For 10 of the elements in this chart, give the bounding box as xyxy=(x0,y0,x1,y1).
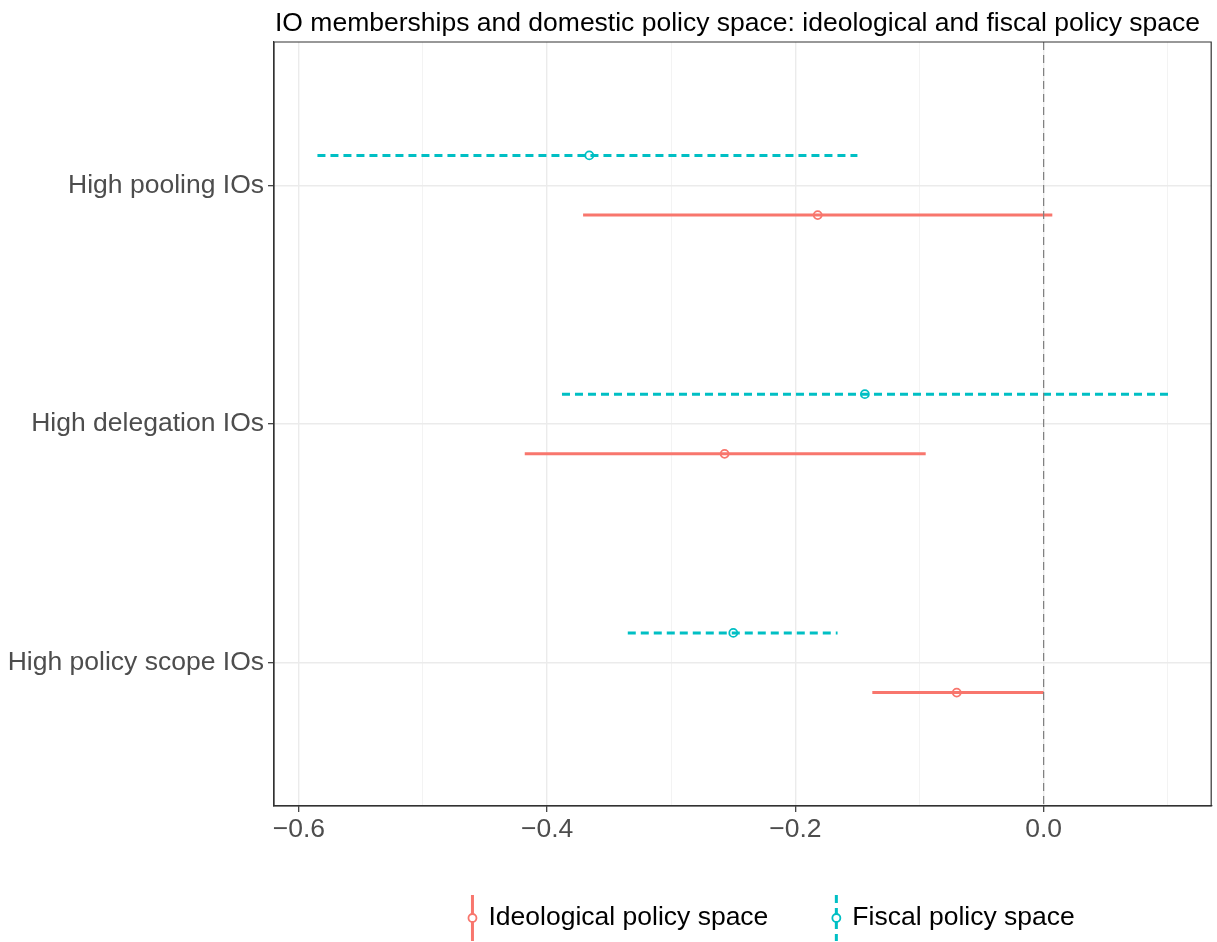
x-tick-label: −0.2 xyxy=(769,813,822,844)
chart-title: IO memberships and domestic policy space: ideological and fiscal policy space xyxy=(275,7,1201,37)
legend-label: Ideological policy space xyxy=(488,901,769,932)
y-tick-label: High policy scope IOs xyxy=(7,646,264,677)
y-tick-label: High delegation IOs xyxy=(31,407,264,438)
x-tick-label: −0.6 xyxy=(272,813,325,844)
legend-label: Fiscal policy space xyxy=(852,901,1075,932)
y-tick-label: High pooling IOs xyxy=(68,168,264,199)
x-tick-label: −0.4 xyxy=(520,813,574,844)
x-tick-label: 0.0 xyxy=(1025,813,1063,844)
